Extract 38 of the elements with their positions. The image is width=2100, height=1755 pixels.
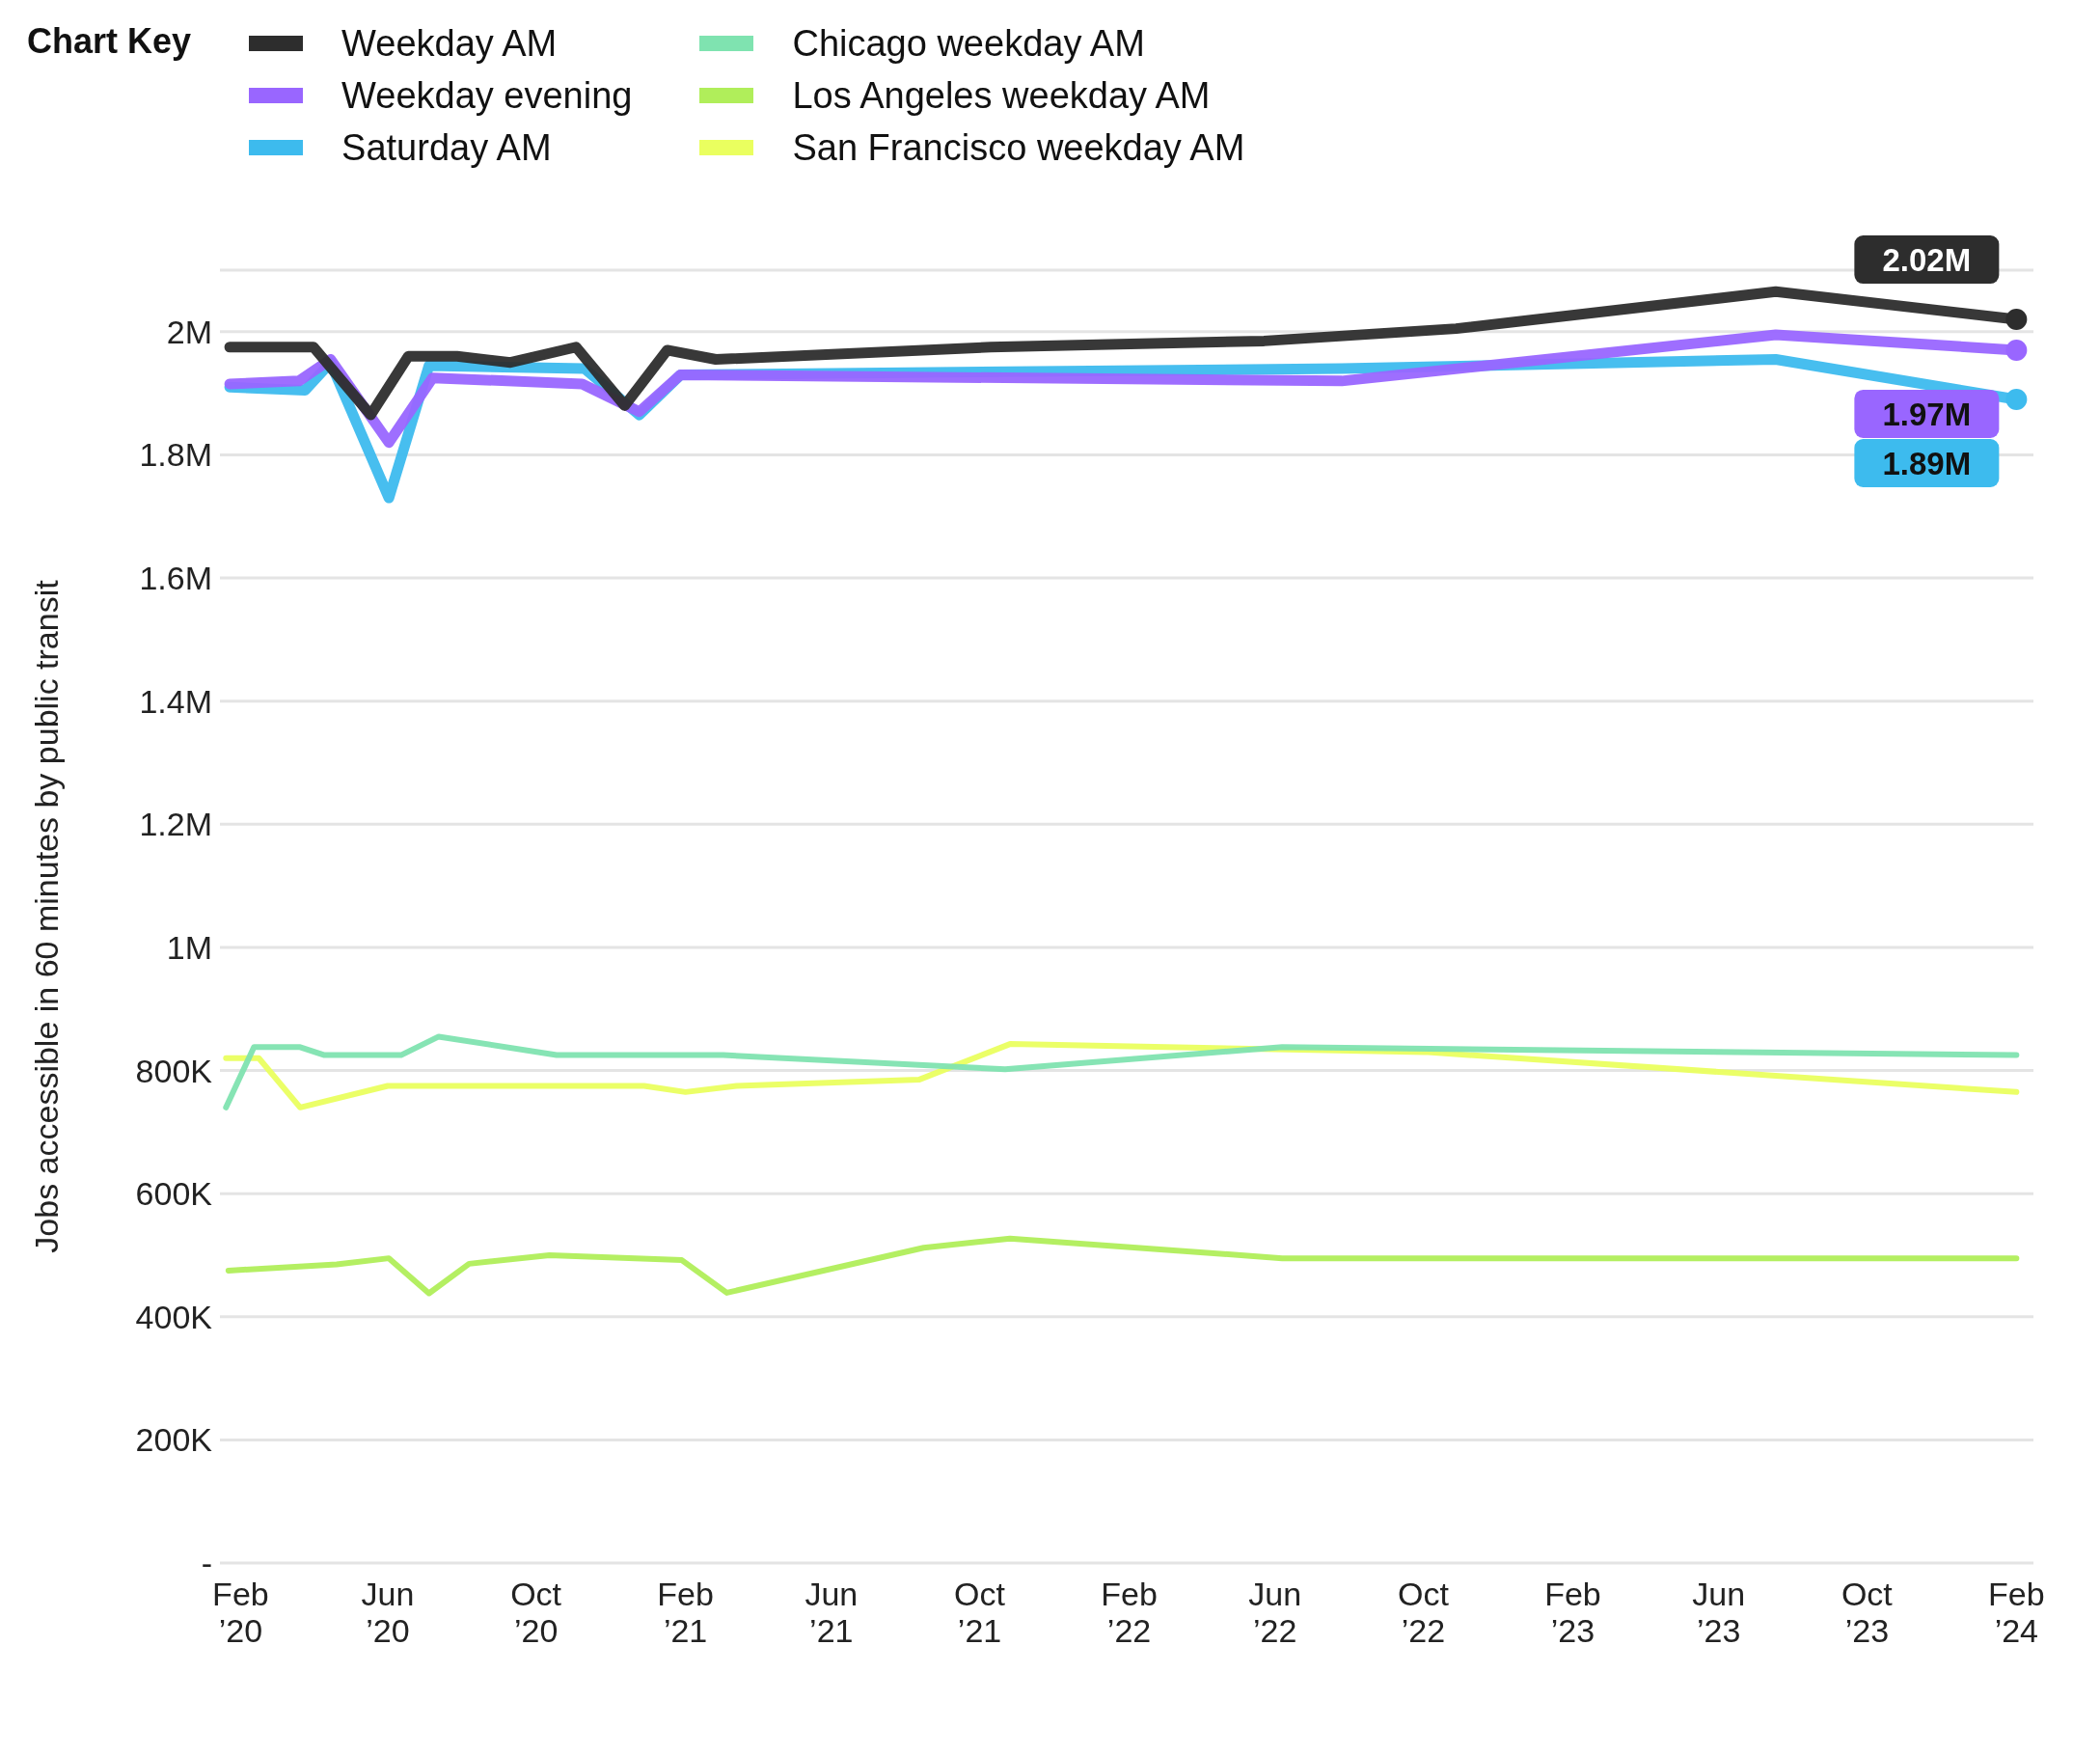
x-tick-label: Oct ’22 (1398, 1576, 1450, 1649)
y-tick-label: 1.8M (139, 436, 212, 474)
x-tick-label: Feb ’20 (212, 1576, 269, 1649)
x-tick-label: Oct ’20 (510, 1576, 562, 1649)
y-tick-label: 400K (135, 1298, 213, 1335)
data-label: 2.02M (1882, 242, 1972, 279)
x-tick-label: Oct ’23 (1841, 1576, 1894, 1649)
point (2005, 309, 2028, 331)
legend-title: Chart Key (27, 20, 192, 62)
legend-label: Los Angeles weekday AM (792, 74, 1211, 117)
legend-label: Weekday evening (341, 74, 633, 117)
y-tick-label: 800K (135, 1052, 213, 1089)
x-tick-label: Feb ’23 (1544, 1576, 1601, 1649)
point (2005, 389, 2028, 410)
legend-label: Weekday AM (341, 22, 558, 65)
legend-label: Saturday AM (341, 126, 552, 169)
x-tick-label: Jun ’22 (1248, 1576, 1302, 1649)
point (2005, 339, 2028, 361)
legend-label: San Francisco weekday AM (792, 126, 1245, 169)
y-tick-label: 1.2M (139, 806, 212, 843)
legend-label: Chicago weekday AM (792, 22, 1145, 65)
data-label: 1.97M (1882, 396, 1972, 432)
y-tick-label: - (201, 1545, 212, 1582)
y-axis-title: Jobs accessible in 60 minutes by public transit (28, 579, 66, 1253)
y-tick-label: 1M (166, 928, 212, 966)
y-tick-label: 1.6M (139, 560, 212, 597)
y-tick-label: 2M (166, 313, 212, 350)
y-tick-label: 1.4M (139, 682, 212, 720)
y-tick-label: 600K (135, 1175, 213, 1213)
x-tick-label: Jun ’23 (1692, 1576, 1746, 1649)
x-tick-label: Jun ’20 (361, 1576, 415, 1649)
x-tick-label: Oct ’21 (954, 1576, 1006, 1649)
x-tick-label: Feb ’21 (657, 1576, 714, 1649)
data-label: 1.89M (1882, 446, 1972, 481)
x-tick-label: Feb ’24 (1988, 1576, 2045, 1649)
x-tick-label: Jun ’21 (805, 1576, 859, 1649)
x-tick-label: Feb ’22 (1101, 1576, 1158, 1649)
y-tick-label: 200K (135, 1421, 213, 1459)
